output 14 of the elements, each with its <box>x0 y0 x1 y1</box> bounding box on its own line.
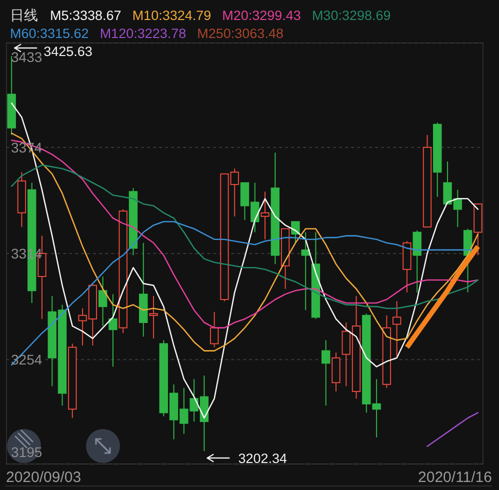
y-tick-label: 3195 <box>11 444 42 460</box>
annotation: 3425.63 <box>44 44 92 60</box>
annotation: 2020/11/16 <box>418 469 492 486</box>
annotation: 3202.34 <box>238 451 287 466</box>
legend-label: M120:3223.78 <box>100 26 186 41</box>
legend-label: M5:3338.67 <box>50 8 122 23</box>
y-tick-label: 3433 <box>11 49 42 65</box>
legend-label: M30:3298.69 <box>312 8 391 23</box>
annotation: 2020/09/03 <box>6 469 82 486</box>
legend-label: M10:3324.79 <box>132 8 212 23</box>
chart-title: 日线 <box>10 7 38 23</box>
legend-label: M20:3299.43 <box>222 8 301 23</box>
legend-label: M250:3063.48 <box>197 26 284 41</box>
legend-label: M60:3315.62 <box>10 26 89 41</box>
